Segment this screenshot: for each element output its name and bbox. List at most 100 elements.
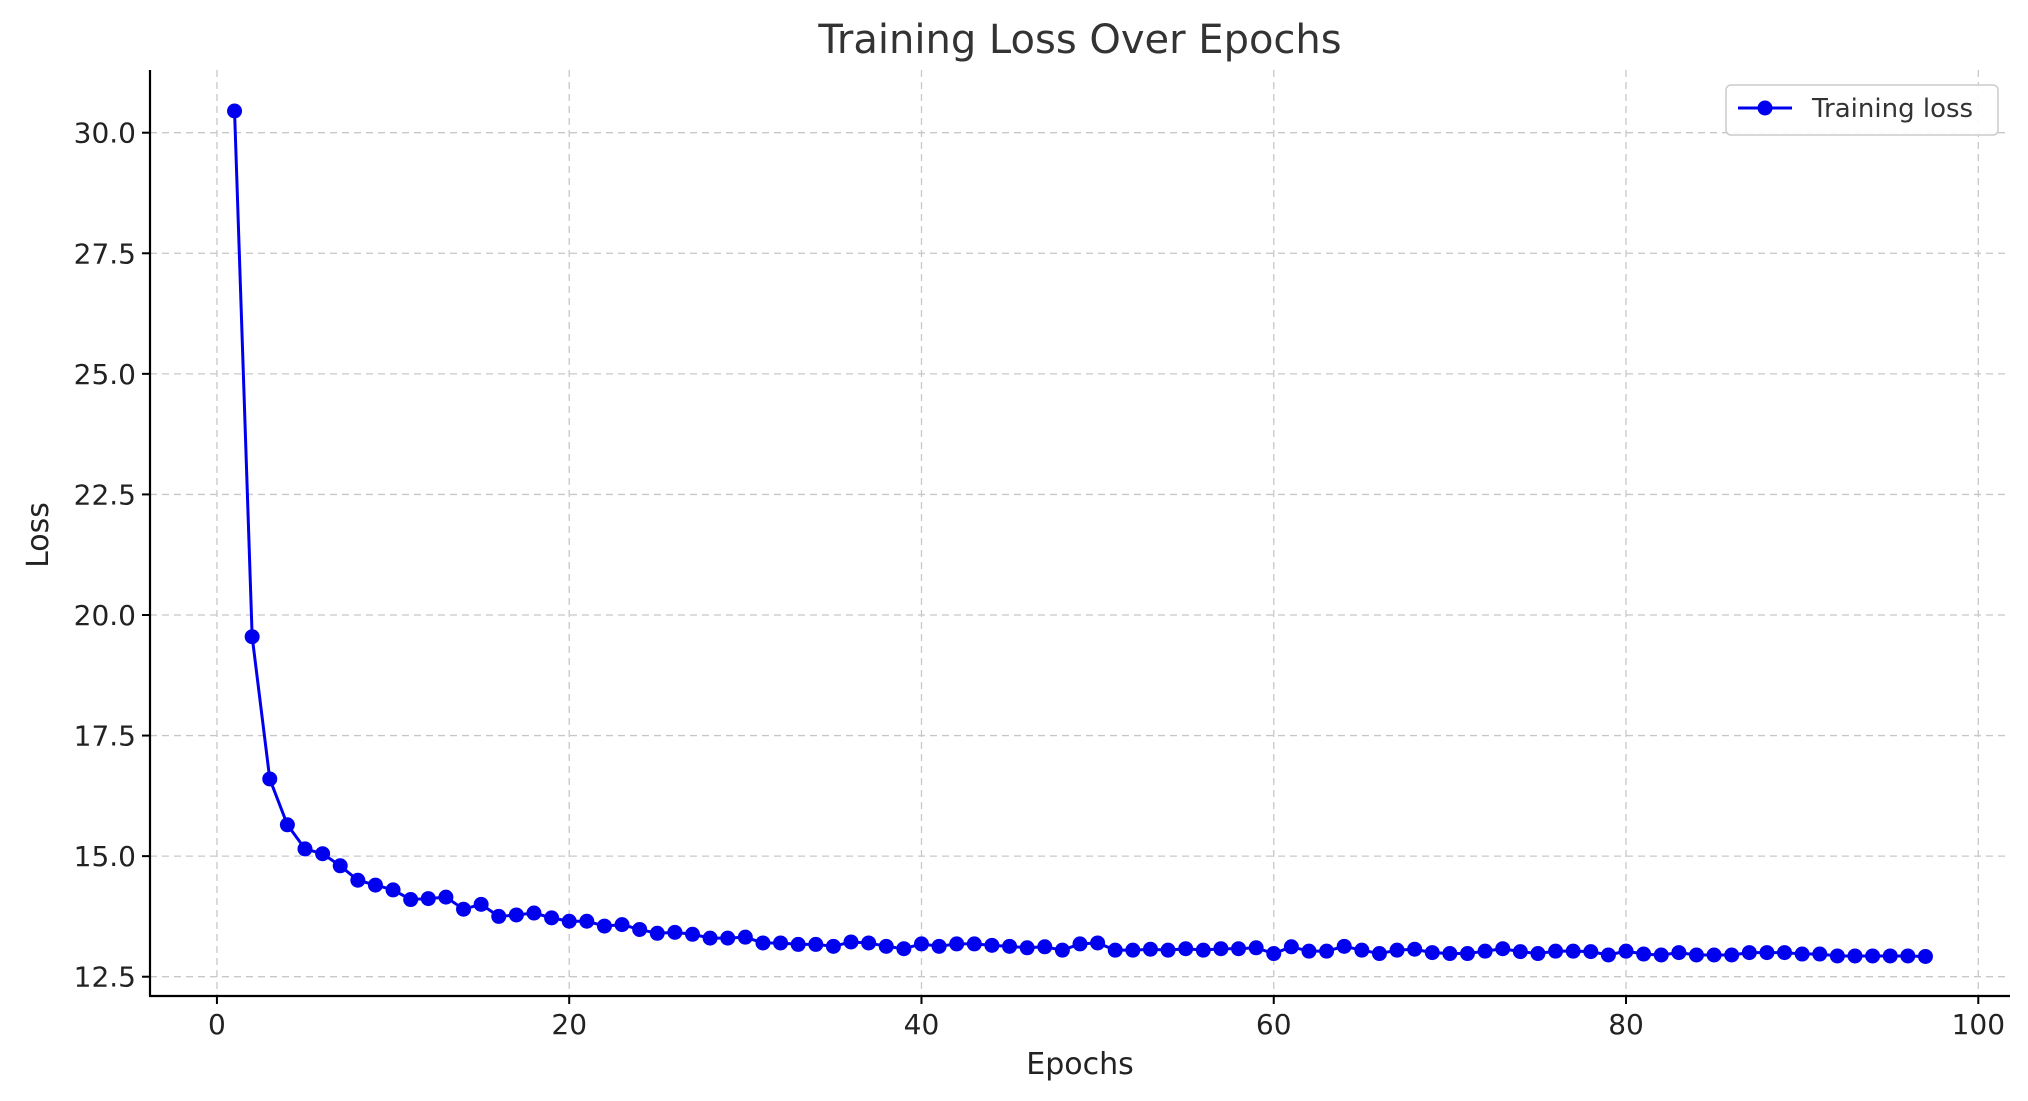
data-point [1794,946,1810,962]
data-point [1618,943,1634,959]
data-point [1548,943,1564,959]
data-point [1777,945,1793,961]
legend-label-training-loss: Training loss [1811,94,1973,124]
y-tick-label: 20.0 [74,599,136,632]
y-tick-label: 27.5 [74,237,136,270]
legend: Training loss [1725,84,1999,136]
y-tick-label: 15.0 [74,840,136,873]
y-tick-label: 25.0 [74,358,136,391]
data-point [1653,947,1669,963]
data-point [825,938,841,954]
data-point [1600,947,1616,963]
data-point [720,930,736,946]
x-tick-label: 60 [1256,1008,1292,1041]
data-point [1107,942,1123,958]
data-point [1424,945,1440,961]
data-point [1565,943,1581,959]
data-point [1812,946,1828,962]
data-point [1336,938,1352,954]
data-point [367,877,383,893]
data-point [244,629,260,645]
data-point [1865,948,1881,964]
data-point [614,917,630,933]
data-point [1847,948,1863,964]
data-point [1829,948,1845,964]
data-point [1636,946,1652,962]
data-point [1389,942,1405,958]
gridlines [150,70,2010,996]
data-point [596,918,612,934]
x-axis-ticks: 0 20 40 60 80 100 [208,996,2005,1041]
data-point [1759,945,1775,961]
data-point [808,936,824,952]
x-tick-label: 40 [904,1008,940,1041]
x-tick-label: 100 [1952,1008,2005,1041]
data-point [685,926,700,942]
data-point [1371,946,1387,962]
data-point [966,936,982,952]
data-point [262,771,278,787]
data-point [1460,946,1475,962]
data-point [1583,944,1599,960]
y-tick-label: 12.5 [74,961,136,994]
data-point [1477,943,1493,959]
y-axis-label: Loss [21,502,56,568]
data-point [297,841,313,857]
data-point [561,913,577,929]
x-tick-label: 0 [208,1008,226,1041]
series-layer [227,103,1933,964]
data-point [1671,945,1687,961]
x-axis-label: Epochs [1026,1047,1134,1082]
data-point [1142,941,1158,957]
data-point [227,103,243,119]
data-point [861,935,877,951]
data-point [755,935,771,951]
data-point [544,910,560,926]
data-point [420,891,436,907]
data-point [1530,946,1546,962]
data-point [315,846,331,862]
data-point [1495,941,1511,957]
data-point [843,934,859,950]
data-point [579,913,595,929]
data-point [1213,941,1229,957]
data-point [350,872,366,888]
data-point [526,905,542,921]
data-point [1195,942,1211,958]
data-point [1072,936,1088,952]
data-point [1160,942,1176,958]
y-tick-label: 17.5 [74,720,136,753]
data-point [385,882,401,898]
data-point [913,936,929,952]
data-point [1248,940,1264,956]
data-point [1266,946,1282,962]
data-point [1688,947,1704,963]
data-point [1090,935,1106,951]
data-point [1354,942,1370,958]
y-tick-label: 30.0 [74,117,136,150]
y-axis-ticks: 12.5 15.0 17.5 20.0 22.5 25.0 27.5 30.0 [74,117,150,994]
data-point [279,817,295,833]
legend-box [1725,84,1999,136]
data-point [1724,947,1740,963]
data-point [1301,943,1317,959]
data-point [473,896,489,912]
data-point [1019,940,1035,956]
data-point [896,941,912,957]
data-point [737,929,753,945]
data-point [1178,941,1194,957]
data-point [649,925,665,941]
series-line-training-loss [233,110,1926,958]
data-point [1917,948,1933,964]
data-point [1054,942,1070,958]
data-point [1231,941,1247,957]
data-point [667,924,683,940]
legend-marker [1757,100,1773,116]
data-point [790,936,806,952]
data-point [878,938,894,954]
data-point [491,908,507,924]
data-point [1407,941,1423,957]
data-point [702,930,718,946]
